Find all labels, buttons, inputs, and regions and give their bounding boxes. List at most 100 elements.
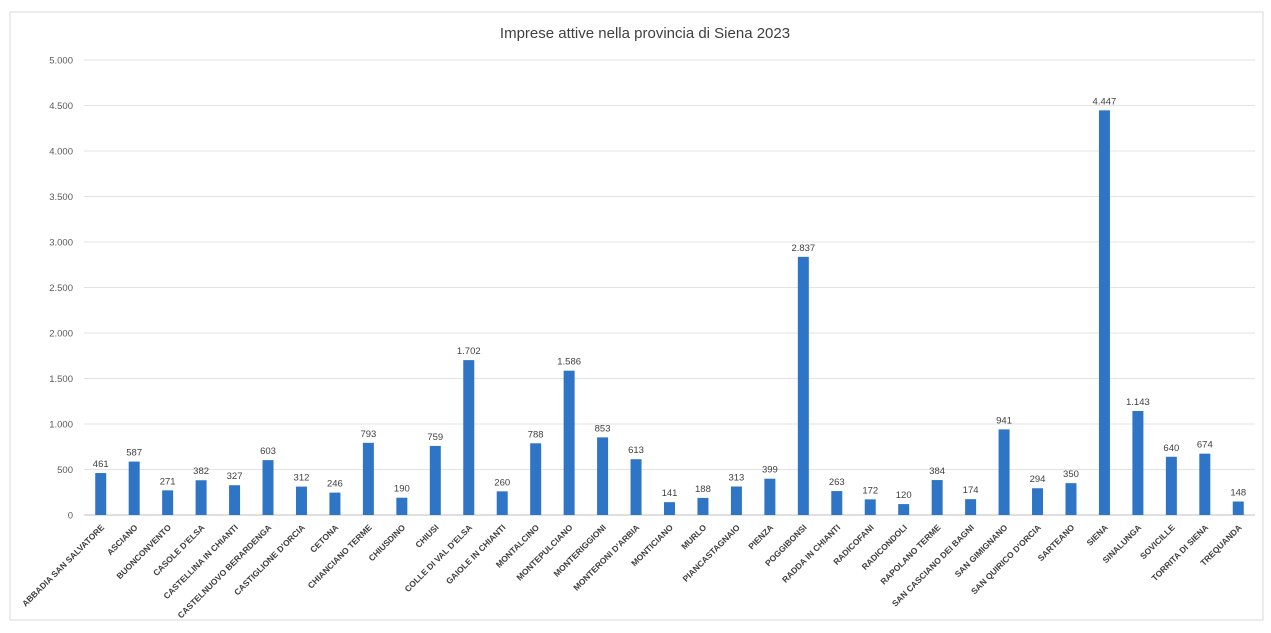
bar bbox=[362, 442, 374, 515]
bar bbox=[831, 491, 843, 515]
bar bbox=[329, 492, 341, 515]
data-label: 461 bbox=[93, 459, 109, 470]
x-tick-label: SAN QUIRICO D'ORCIA bbox=[969, 522, 1043, 596]
data-label: 2.837 bbox=[791, 243, 815, 254]
data-label: 853 bbox=[595, 423, 611, 434]
data-label: 263 bbox=[829, 477, 845, 488]
data-label: 1.702 bbox=[457, 346, 481, 357]
x-tick-label: CETONA bbox=[308, 522, 340, 554]
data-label: 674 bbox=[1197, 440, 1213, 451]
y-tick-label: 5.000 bbox=[49, 56, 73, 67]
y-tick-label: 3.500 bbox=[49, 192, 73, 203]
bar bbox=[931, 480, 943, 515]
y-tick-label: 2.000 bbox=[49, 329, 73, 340]
bar bbox=[998, 429, 1010, 515]
bar bbox=[898, 504, 910, 515]
bar bbox=[295, 486, 307, 515]
x-tick-label: MURLO bbox=[679, 522, 708, 551]
bar bbox=[496, 491, 508, 515]
bar bbox=[730, 486, 742, 515]
x-tick-label: RAPOLANO TERME bbox=[878, 522, 942, 586]
data-label: 271 bbox=[160, 476, 176, 487]
bar bbox=[864, 499, 876, 515]
bar bbox=[128, 461, 140, 515]
y-tick-label: 3.000 bbox=[49, 238, 73, 249]
data-label: 941 bbox=[996, 415, 1012, 426]
y-tick-label: 500 bbox=[57, 465, 73, 476]
x-axis-ticks: ABBADIA SAN SALVATOREASCIANOBUONCONVENTO… bbox=[20, 522, 1244, 620]
x-tick-label: GAIOLE IN CHIANTI bbox=[444, 522, 508, 586]
bar bbox=[1232, 501, 1244, 515]
bar bbox=[396, 497, 408, 515]
bar bbox=[965, 499, 977, 515]
y-tick-label: 4.000 bbox=[49, 147, 73, 158]
data-label: 246 bbox=[327, 479, 343, 490]
bar bbox=[429, 445, 441, 515]
x-tick-label: SIENA bbox=[1084, 522, 1109, 547]
bar bbox=[1165, 456, 1177, 515]
data-label: 120 bbox=[896, 490, 912, 501]
bar bbox=[1199, 453, 1211, 515]
bar bbox=[1098, 110, 1110, 515]
data-label: 603 bbox=[260, 446, 276, 457]
data-label: 759 bbox=[427, 432, 443, 443]
y-tick-label: 1.000 bbox=[49, 420, 73, 431]
data-label: 382 bbox=[193, 466, 209, 477]
chart-title: Imprese attive nella provincia di Siena … bbox=[500, 25, 790, 42]
data-label: 399 bbox=[762, 465, 778, 476]
data-label: 172 bbox=[862, 485, 878, 496]
data-label: 188 bbox=[695, 484, 711, 495]
bar bbox=[262, 460, 274, 515]
bar bbox=[664, 502, 675, 515]
bar bbox=[630, 459, 642, 515]
bar bbox=[597, 437, 609, 515]
data-label: 313 bbox=[728, 473, 744, 484]
data-label: 327 bbox=[227, 471, 243, 482]
bar bbox=[697, 497, 709, 515]
bar bbox=[95, 473, 107, 515]
bars bbox=[95, 110, 1244, 515]
x-tick-label: ABBADIA SAN SALVATORE bbox=[20, 522, 106, 608]
x-tick-label: MONTEPULCIANO bbox=[514, 522, 574, 582]
bar bbox=[797, 256, 809, 515]
y-tick-label: 2.500 bbox=[49, 283, 73, 294]
data-label: 294 bbox=[1030, 474, 1046, 485]
bar bbox=[1065, 483, 1077, 515]
x-tick-label: PIANCASTAGNAIO bbox=[680, 522, 742, 584]
data-label: 1.586 bbox=[557, 357, 581, 368]
bar bbox=[1132, 410, 1144, 515]
data-label: 174 bbox=[963, 485, 979, 496]
y-axis-ticks: 0 500 1.000 1.500 2.000 2.500 3.000 3.500 4.000 4… bbox=[49, 56, 73, 522]
gridlines bbox=[84, 59, 1255, 516]
data-label: 587 bbox=[126, 448, 142, 459]
bar bbox=[463, 360, 475, 515]
data-label: 384 bbox=[929, 466, 945, 477]
bar bbox=[530, 443, 542, 515]
y-tick-label: 1.500 bbox=[49, 374, 73, 385]
x-tick-label: CASTIGLIONE D'ORCIA bbox=[232, 522, 307, 597]
data-label: 793 bbox=[360, 429, 376, 440]
data-labels: 461 587 271 382 327 603 312 246 793 190 759 1.702 26… bbox=[93, 96, 1246, 501]
data-label: 613 bbox=[628, 445, 644, 456]
bar bbox=[229, 485, 241, 515]
y-tick-label: 0 bbox=[68, 511, 73, 522]
x-tick-label: PIENZA bbox=[746, 522, 775, 551]
bar bbox=[563, 370, 575, 515]
data-label: 350 bbox=[1063, 469, 1079, 480]
data-label: 1.143 bbox=[1126, 397, 1150, 408]
bar bbox=[1032, 488, 1044, 515]
data-label: 141 bbox=[662, 488, 678, 499]
data-label: 148 bbox=[1230, 488, 1246, 499]
x-tick-label: MONTERONI D'ARBIA bbox=[571, 522, 641, 592]
data-label: 312 bbox=[294, 473, 310, 484]
y-tick-label: 4.500 bbox=[49, 101, 73, 112]
chart-frame bbox=[9, 11, 1264, 621]
data-label: 4.447 bbox=[1093, 96, 1117, 107]
bar bbox=[195, 480, 207, 515]
x-tick-label: RADDA IN CHIANTI bbox=[780, 522, 842, 584]
x-tick-label: ASCIANO bbox=[105, 522, 140, 557]
x-tick-label: CHIANCIANO TERME bbox=[306, 522, 374, 590]
data-label: 640 bbox=[1163, 443, 1179, 454]
